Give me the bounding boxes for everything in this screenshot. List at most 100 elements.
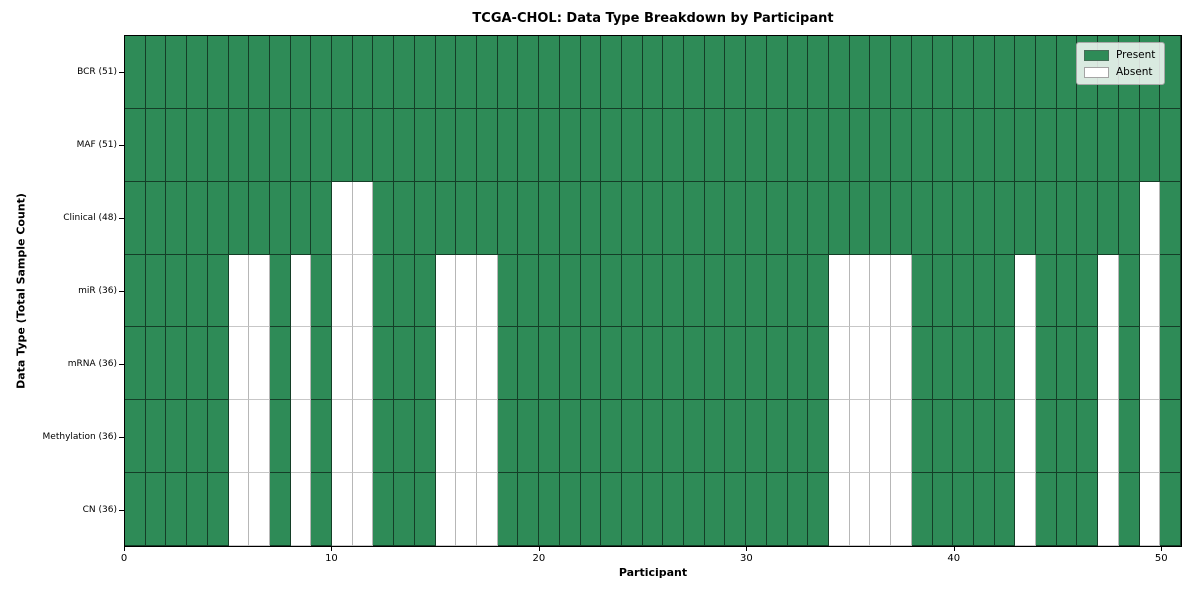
heatmap-cell — [269, 181, 291, 255]
heatmap-cell — [911, 254, 933, 328]
y-tick-mark — [119, 291, 124, 292]
heatmap-cell — [539, 36, 560, 109]
heatmap-cell — [663, 400, 685, 474]
heatmap-cell — [373, 327, 395, 401]
x-tick-label: 50 — [1154, 553, 1168, 564]
heatmap-cell — [394, 181, 415, 255]
heatmap-cell — [1139, 181, 1161, 255]
heatmap-cell — [1036, 108, 1057, 182]
heatmap-cell — [373, 473, 395, 546]
heatmap-cell — [911, 400, 933, 474]
heatmap-cell — [269, 400, 291, 474]
heatmap-cell — [435, 181, 457, 255]
heatmap-cell — [518, 254, 540, 328]
y-tick-label-mrna: mRNA (36) — [67, 359, 117, 370]
heatmap-cell — [207, 327, 229, 401]
heatmap-cell — [332, 181, 353, 255]
heatmap-cell — [580, 254, 602, 328]
heatmap-cell — [207, 473, 229, 546]
heatmap-cell — [290, 36, 312, 109]
heatmap-cell — [228, 36, 250, 109]
heatmap-cell — [456, 36, 477, 109]
heatmap-cell — [684, 473, 705, 546]
heatmap-cell — [1036, 327, 1057, 401]
heatmap-cell — [373, 400, 395, 474]
heatmap-cell — [1056, 36, 1078, 109]
heatmap-cell — [704, 108, 726, 182]
heatmap-cell — [621, 36, 643, 109]
heatmap-cell — [145, 400, 167, 474]
heatmap-cell — [787, 36, 809, 109]
heatmap-cell — [228, 473, 250, 546]
heatmap-cell — [994, 473, 1016, 546]
heatmap-cell — [249, 108, 270, 182]
heatmap-cell — [352, 181, 374, 255]
heatmap-cell — [207, 400, 229, 474]
heatmap-cell — [539, 400, 560, 474]
heatmap-cell — [725, 327, 747, 401]
heatmap-cell — [891, 473, 912, 546]
heatmap-cell — [1118, 473, 1140, 546]
heatmap-cell — [394, 254, 415, 328]
heatmap-cell — [1160, 327, 1181, 401]
heatmap-cell — [1139, 473, 1161, 546]
heatmap-cell — [518, 36, 540, 109]
heatmap-cell — [373, 36, 395, 109]
heatmap-cell — [559, 254, 581, 328]
heatmap-cell — [684, 400, 705, 474]
heatmap-cell — [249, 473, 270, 546]
heatmap-cell — [539, 254, 560, 328]
heatmap-cell — [559, 327, 581, 401]
heatmap-cell — [166, 108, 188, 182]
heatmap-cell — [766, 473, 788, 546]
heatmap-cell — [435, 473, 457, 546]
heatmap-cell — [269, 473, 291, 546]
x-tick-label: 0 — [120, 553, 128, 564]
heatmap-cell — [311, 36, 333, 109]
heatmap-cell — [1098, 473, 1119, 546]
heatmap-cell — [1056, 327, 1078, 401]
y-tick-label-cn: CN (36) — [82, 505, 117, 516]
heatmap-cell — [973, 254, 995, 328]
heatmap-cell — [870, 254, 892, 328]
heatmap-cell — [580, 327, 602, 401]
heatmap-cell — [870, 400, 892, 474]
heatmap-cell — [1077, 327, 1099, 401]
heatmap-cell — [601, 108, 622, 182]
heatmap-cell — [1015, 108, 1037, 182]
heatmap-cell — [311, 400, 333, 474]
heatmap-cell — [684, 108, 705, 182]
heatmap-cell — [891, 181, 912, 255]
heatmap-cell — [166, 181, 188, 255]
heatmap-cell — [125, 36, 146, 109]
heatmap-cell — [891, 327, 912, 401]
heatmap-cell — [1015, 400, 1037, 474]
heatmap-cell — [290, 400, 312, 474]
heatmap-cell — [642, 400, 664, 474]
heatmap-cell — [973, 36, 995, 109]
heatmap-cell — [414, 473, 436, 546]
heatmap-cell — [125, 181, 146, 255]
heatmap-cell — [663, 181, 685, 255]
heatmap-cell — [1015, 327, 1037, 401]
heatmap-cell — [808, 473, 829, 546]
heatmap-cell — [684, 327, 705, 401]
heatmap-cell — [932, 400, 954, 474]
heatmap-cell — [539, 108, 560, 182]
y-tick-mark — [119, 71, 124, 73]
heatmap-cell — [725, 36, 747, 109]
heatmap-cell — [849, 400, 871, 474]
heatmap-cell — [456, 473, 477, 546]
heatmap-cell — [477, 36, 498, 109]
heatmap-cell — [477, 400, 498, 474]
heatmap-cell — [145, 36, 167, 109]
heatmap-cell — [456, 181, 477, 255]
heatmap-cell — [973, 108, 995, 182]
heatmap-cell — [187, 254, 208, 328]
heatmap-cell — [725, 254, 747, 328]
heatmap-cell — [953, 181, 974, 255]
heatmap-cell — [187, 36, 208, 109]
heatmap-cell — [394, 327, 415, 401]
heatmap-cell — [746, 36, 767, 109]
heatmap-cell — [994, 400, 1016, 474]
